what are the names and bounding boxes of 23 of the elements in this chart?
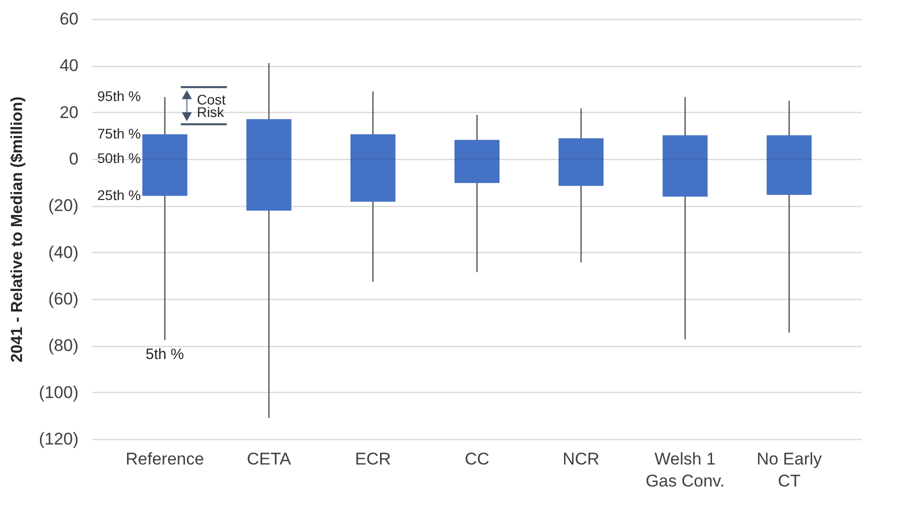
y-tick-label: 20 [60, 102, 78, 122]
x-tick-label: Welsh 1 Gas Conv. [646, 450, 725, 490]
annotation: 75th % [97, 125, 141, 142]
annotation: 25th % [97, 186, 141, 203]
y-tick-label: 0 [69, 150, 78, 168]
annotation: 50th % [97, 150, 141, 166]
y-tick-label: (40) [48, 242, 78, 262]
y-tick-label: (120) [38, 430, 78, 448]
x-tick-label: CETA [246, 450, 292, 468]
x-tick-label: CC [464, 450, 490, 468]
x-tick-label: No Early CT [756, 450, 822, 490]
y-axis-title: 2041 - Relative to Median ($million) [8, 96, 26, 362]
y-tick-label: (100) [38, 382, 78, 402]
y-tick-label: (60) [48, 290, 78, 308]
y-tick-label: 40 [60, 56, 78, 76]
x-tick-label: ECR [354, 450, 391, 468]
y-tick-label: (80) [48, 336, 78, 356]
y-tick-label: 60 [60, 10, 78, 28]
x-tick-label: NCR [562, 450, 600, 468]
annotation: 5th % [146, 346, 184, 364]
x-tick-label: Reference [126, 450, 204, 468]
y-tick-label: (20) [48, 196, 78, 216]
annotation: 95th % [97, 88, 141, 104]
